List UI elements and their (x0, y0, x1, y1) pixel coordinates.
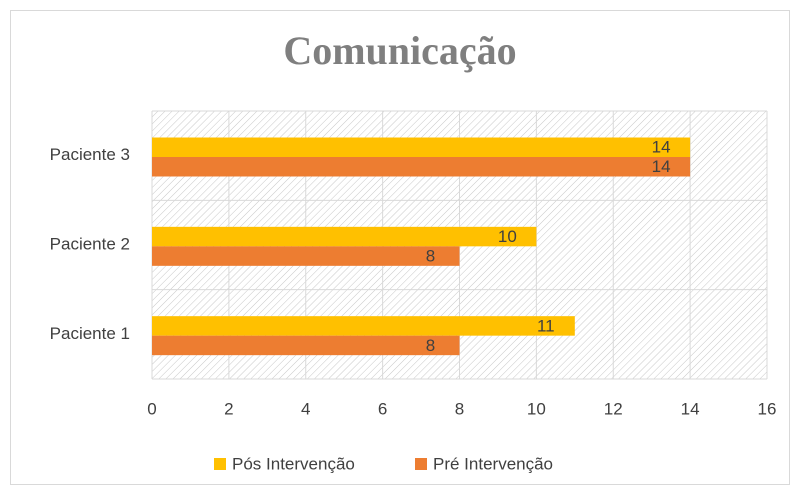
data-label: 10 (498, 227, 517, 246)
chart-title: Comunicação (283, 28, 516, 73)
bar (152, 316, 575, 336)
data-label: 8 (426, 247, 435, 266)
bar (152, 226, 537, 247)
x-tick-label: 10 (527, 399, 546, 418)
x-tick-label: 2 (224, 399, 233, 418)
legend-swatch (214, 458, 226, 470)
bar (152, 157, 691, 177)
x-tick-label: 6 (378, 399, 387, 418)
x-tick-label: 12 (604, 399, 623, 418)
y-tick-label: Paciente 1 (50, 324, 130, 343)
legend-label: Pré Intervenção (433, 454, 553, 473)
y-tick-label: Paciente 2 (50, 234, 130, 253)
y-tick-label: Paciente 3 (50, 145, 130, 164)
x-tick-label: 8 (455, 399, 464, 418)
legend-label: Pós Intervenção (232, 454, 355, 473)
x-tick-label: 14 (681, 399, 700, 418)
x-tick-label: 16 (758, 399, 777, 418)
data-label: 14 (652, 138, 671, 157)
data-label: 8 (426, 336, 435, 355)
legend-swatch (415, 458, 427, 470)
data-label: 11 (537, 316, 555, 335)
x-tick-label: 0 (147, 399, 156, 418)
bar (152, 246, 460, 266)
data-label: 14 (652, 157, 671, 176)
x-tick-label: 4 (301, 399, 310, 418)
bar (152, 137, 691, 157)
bar (152, 335, 460, 356)
